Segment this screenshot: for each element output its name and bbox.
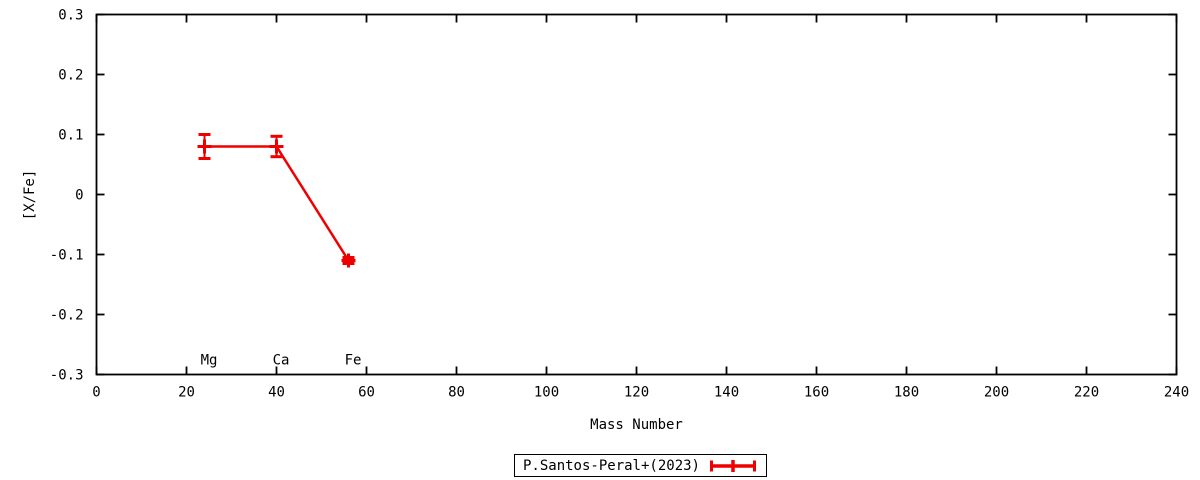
x-tick-label: 120 [624, 385, 649, 401]
x-tick-label: 40 [268, 385, 285, 401]
x-tick-label: 160 [804, 385, 829, 401]
x-tick-label: 20 [178, 385, 195, 401]
x-tick-label: 220 [1074, 385, 1099, 401]
x-tick-label: 0 [92, 385, 100, 401]
y-tick-label: 0.3 [58, 8, 83, 24]
x-tick-label: 140 [714, 385, 739, 401]
legend-errorbar-sample [710, 459, 756, 472]
y-tick-label: 0 [75, 188, 83, 204]
y-tick-label: 0.2 [58, 68, 83, 84]
y-tick-label: -0.3 [50, 368, 84, 384]
y-tick-label: -0.1 [50, 248, 84, 264]
x-tick-label: 60 [358, 385, 375, 401]
y-axis-title: [X/Fe] [22, 169, 38, 221]
data-line [204, 145, 350, 262]
x-tick-label: 200 [984, 385, 1009, 401]
y-tick-label: 0.1 [58, 128, 83, 144]
legend-entry-label: P.Santos-Peral+(2023) [522, 457, 700, 474]
x-tick-label: 80 [448, 385, 465, 401]
legend: P.Santos-Peral+(2023) [514, 454, 767, 477]
element-annotation: Ca [273, 353, 290, 369]
x-tick-label: 240 [1164, 385, 1189, 401]
plot-border [95, 13, 1178, 376]
element-annotation: Fe [345, 353, 362, 369]
x-axis-title: Mass Number [590, 417, 683, 433]
x-tick-label: 180 [894, 385, 919, 401]
element-annotation: Mg [201, 353, 218, 369]
y-tick-label: -0.2 [50, 308, 84, 324]
x-tick-label: 100 [534, 385, 559, 401]
